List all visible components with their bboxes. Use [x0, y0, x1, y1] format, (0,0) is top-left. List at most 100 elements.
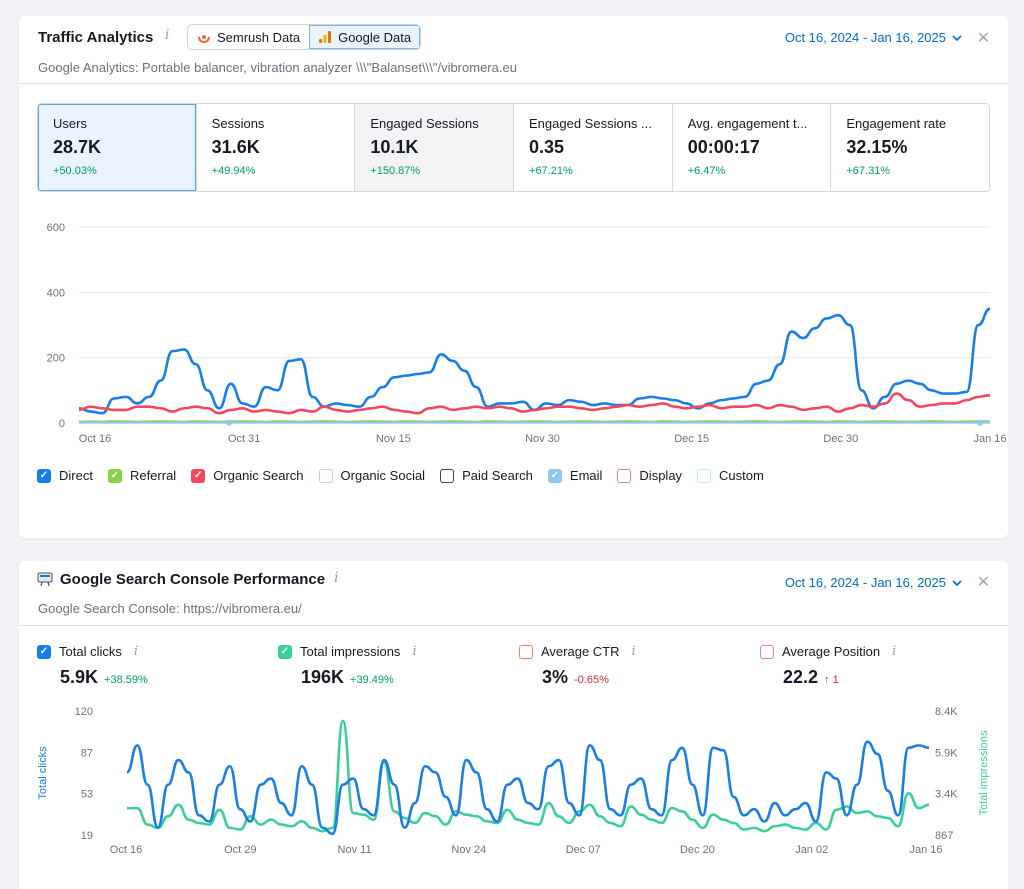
date-range-picker[interactable]: Oct 16, 2024 - Jan 16, 2025: [785, 30, 962, 45]
legend-item-custom[interactable]: Custom: [697, 468, 764, 483]
close-icon[interactable]: ✕: [976, 574, 990, 591]
y-tick-label: 400: [47, 287, 65, 299]
metric-delta: +67.31%: [846, 165, 891, 177]
metric-label: Sessions: [211, 116, 265, 131]
x-tick-label: Nov 30: [525, 433, 560, 445]
checkbox-unchecked-icon[interactable]: [440, 468, 455, 483]
y-tick-label-right: 867: [935, 830, 953, 842]
y-tick-label-right: 8.4K: [935, 706, 958, 718]
checkbox-unchecked-icon[interactable]: [318, 468, 333, 483]
info-icon[interactable]: i: [412, 644, 417, 659]
x-tick-label: Jan 02: [795, 844, 828, 856]
google-data-button[interactable]: Google Data: [309, 25, 421, 49]
x-tick-label: Oct 29: [224, 844, 256, 856]
checkbox-checked-icon[interactable]: ✓: [37, 468, 51, 483]
semrush-data-label: Semrush Data: [217, 29, 301, 45]
gsc-metric-average-ctr: Average CTR i 3% -0.65%: [519, 644, 636, 688]
legend-label: Direct: [59, 468, 93, 483]
metric-value: 00:00:17: [687, 137, 760, 157]
google-data-label: Google Data: [338, 29, 412, 45]
metric-delta: +50.03%: [53, 165, 97, 177]
metric-value: 28.7K: [53, 137, 102, 157]
legend-item-organic-social[interactable]: Organic Social: [318, 468, 426, 483]
data-point: [977, 419, 983, 426]
gsc-metric-delta: +39.49%: [350, 674, 394, 686]
gsc-metric-label: Average CTR: [541, 644, 620, 659]
gsc-metric-delta: -0.65%: [574, 674, 609, 686]
info-icon[interactable]: i: [165, 27, 170, 43]
gsc-metric-total-impressions: ✓ Total impressions i 196K +39.49%: [278, 644, 417, 688]
gsc-metric-delta: ↑ 1: [824, 674, 839, 686]
checkbox-checked-icon[interactable]: ✓: [37, 644, 51, 659]
legend-label: Email: [569, 468, 603, 483]
metric-delta: +49.94%: [211, 165, 256, 177]
gsc-metric-value: 5.9K: [60, 667, 99, 687]
checkbox-unchecked-icon[interactable]: [519, 644, 533, 659]
divider: [19, 83, 1008, 84]
metric-label: Engaged Sessions: [370, 116, 479, 131]
metric-sessions[interactable]: Sessions 31.6K +49.94%: [197, 104, 356, 191]
metric-label: Avg. engagement t...: [687, 116, 808, 131]
checkbox-checked-icon[interactable]: ✓: [278, 644, 292, 659]
checkbox-unchecked-icon[interactable]: [617, 468, 632, 483]
y-tick-label: 200: [47, 353, 65, 365]
channel-legend: ✓ Direct ✓ Referral ✓ Organic Search Organic S…: [37, 468, 779, 483]
semrush-data-button[interactable]: Semrush Data: [188, 25, 309, 49]
gsc-metric-label: Total clicks: [59, 644, 122, 659]
x-tick-label: Oct 16: [79, 433, 111, 445]
metric-avg-engagement-time[interactable]: Avg. engagement t... 00:00:17 +6.47%: [673, 104, 832, 191]
x-tick-label: Nov 11: [338, 844, 372, 856]
legend-label: Organic Social: [340, 468, 426, 483]
metric-label: Users: [53, 116, 87, 131]
y-tick-label-left: 87: [81, 747, 93, 759]
legend-label: Paid Search: [462, 468, 533, 483]
gsc-metric-label: Total impressions: [300, 644, 401, 659]
metric-engaged-sessions[interactable]: Engaged Sessions 10.1K +150.87%: [355, 104, 515, 191]
info-icon[interactable]: i: [892, 644, 897, 659]
x-tick-label: Dec 20: [680, 844, 715, 856]
legend-item-direct[interactable]: ✓ Direct: [37, 468, 93, 483]
chevron-down-icon: [952, 34, 962, 41]
gsc-metric-average-position: Average Position i 22.2 ↑ 1: [760, 644, 896, 688]
x-tick-label: Jan 16: [909, 844, 942, 856]
info-icon[interactable]: i: [334, 570, 339, 586]
total-clicks-toggle[interactable]: ✓ Total clicks i: [37, 644, 148, 659]
average-position-toggle[interactable]: Average Position i: [760, 644, 896, 659]
checkbox-checked-icon[interactable]: ✓: [547, 468, 562, 483]
gsc-metric-label: Average Position: [782, 644, 881, 659]
legend-item-email[interactable]: ✓ Email: [547, 468, 603, 483]
checkbox-checked-icon[interactable]: ✓: [191, 468, 206, 483]
legend-item-referral[interactable]: ✓ Referral: [107, 468, 176, 483]
legend-item-organic-search[interactable]: ✓ Organic Search: [191, 468, 304, 483]
checkbox-checked-icon[interactable]: ✓: [107, 468, 122, 483]
x-tick-label: Nov 24: [451, 844, 486, 856]
checkbox-unchecked-icon[interactable]: [760, 644, 774, 659]
legend-item-display[interactable]: Display: [617, 468, 682, 483]
average-ctr-toggle[interactable]: Average CTR i: [519, 644, 636, 659]
metric-users[interactable]: Users 28.7K +50.03%: [38, 104, 197, 191]
legend-item-paid-search[interactable]: Paid Search: [440, 468, 533, 483]
gsc-date-range-picker[interactable]: Oct 16, 2024 - Jan 16, 2025: [785, 575, 962, 590]
traffic-line-chart[interactable]: 0 200 400 600 Oct 16 Oct 31 Nov 15 Nov 30 Dec 15…: [19, 211, 1008, 451]
total-impressions-toggle[interactable]: ✓ Total impressions i: [278, 644, 417, 659]
close-icon[interactable]: ✕: [976, 30, 990, 47]
traffic-analytics-card: Traffic Analytics i Semrush Data Google …: [19, 16, 1008, 538]
metric-delta: +67.21%: [529, 165, 573, 177]
metric-engagement-rate[interactable]: Engagement rate 32.15% +67.31%: [831, 104, 989, 191]
x-tick-label: Oct 31: [228, 433, 260, 445]
metric-value: 31.6K: [211, 137, 260, 157]
info-icon[interactable]: i: [133, 644, 139, 659]
info-icon[interactable]: i: [631, 644, 636, 659]
checkbox-unchecked-icon[interactable]: [697, 468, 712, 483]
y-axis-label-left: Total clicks: [37, 746, 49, 800]
gsc-line-chart[interactable]: 19 53 87 120 867 3.4K 5.9K 8.4K Total clicks Tota…: [19, 701, 1008, 871]
metric-value: 0.35: [529, 137, 565, 157]
series-line-direct: [78, 307, 991, 415]
series-line-total-clicks: [126, 740, 930, 836]
metric-value: 32.15%: [846, 137, 908, 157]
divider: [19, 625, 1008, 626]
metric-engaged-sessions-per-user[interactable]: Engaged Sessions ... 0.35 +67.21%: [514, 104, 673, 191]
y-tick-label-right: 5.9K: [935, 747, 958, 759]
chevron-down-icon: [952, 579, 962, 586]
metric-label: Engaged Sessions ...: [529, 116, 652, 131]
